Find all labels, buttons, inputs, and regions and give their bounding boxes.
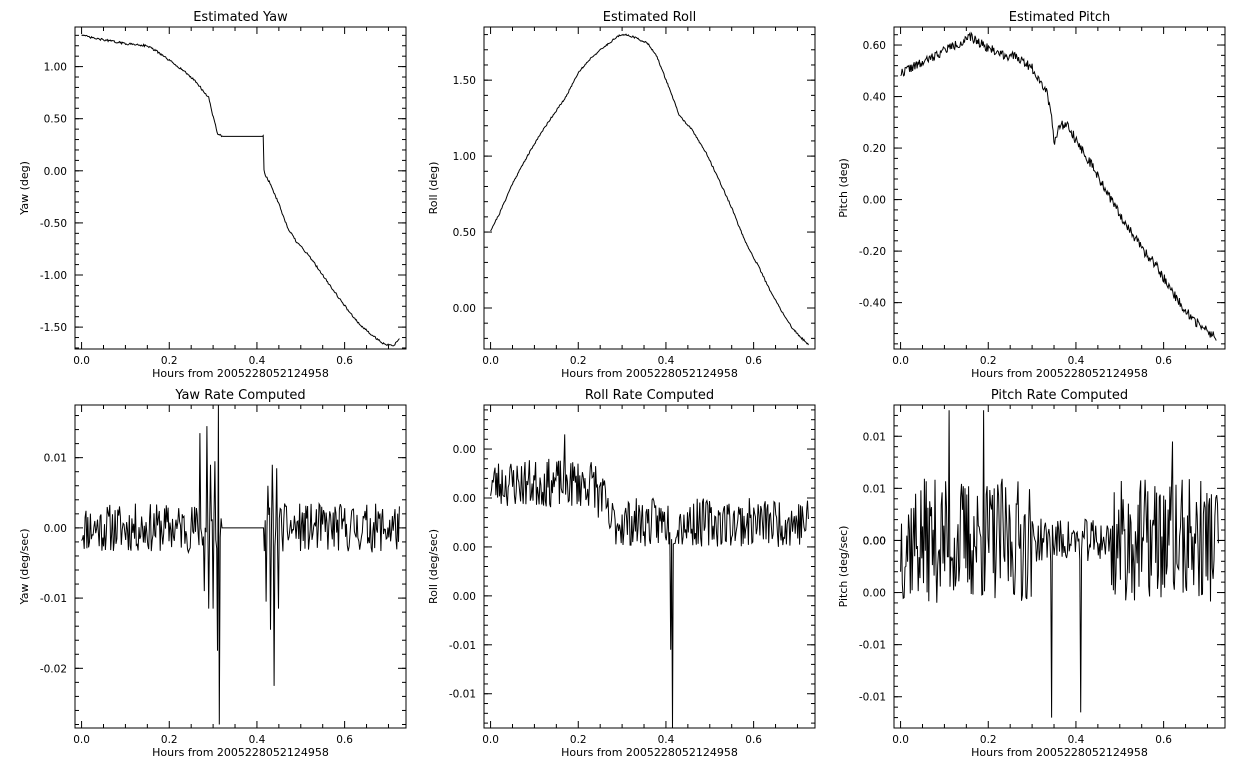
x-tick-label: 0.4 [658, 355, 675, 367]
y-tick-label: 0.40 [863, 92, 886, 104]
x-tick-label: 0.0 [73, 355, 90, 367]
y-tick-label: -0.01 [40, 593, 67, 605]
x-tick-label: 0.0 [482, 355, 499, 367]
plot-frame [483, 404, 816, 729]
x-tick-label: 0.4 [1068, 355, 1085, 367]
y-tick-label: 1.00 [44, 62, 67, 74]
x-axis-label: Hours from 2005228052124958 [561, 746, 738, 759]
y-axis-label: Yaw (deg/sec) [18, 528, 31, 605]
x-tick-label: 0.6 [336, 355, 353, 367]
x-tick-label: 0.6 [1155, 355, 1172, 367]
y-tick-label: -0.01 [449, 640, 476, 652]
y-tick-label: 0.50 [44, 114, 67, 126]
x-tick-label: 0.4 [249, 734, 266, 746]
y-tick-label: 0.20 [863, 143, 886, 155]
x-tick-label: 0.2 [161, 355, 178, 367]
plot-frame [74, 26, 407, 350]
y-tick-label: -0.02 [40, 663, 67, 675]
y-tick-label: 0.00 [44, 523, 67, 535]
plot-title: Estimated Yaw [193, 10, 288, 25]
x-tick-label: 0.0 [73, 734, 90, 746]
y-axis-label: Pitch (deg/sec) [837, 526, 850, 608]
subplot-5: 0.0 0.2 0.4 0.6 0.00 0.00 0.00 0.00 -0.01 -0.01 Ro… [427, 388, 816, 759]
y-axis-label: Roll (deg) [427, 162, 440, 215]
data-series-line [81, 404, 400, 725]
x-tick-label: 0.2 [161, 734, 178, 746]
plot-frame [74, 404, 407, 729]
y-axis-label: Pitch (deg) [837, 158, 850, 218]
y-axis-label: Roll (deg/sec) [427, 529, 440, 604]
y-tick-label: 0.00 [453, 444, 476, 456]
x-tick-label: 0.2 [980, 355, 997, 367]
y-tick-label: 1.50 [453, 75, 476, 87]
y-tick-label: 0.00 [863, 195, 886, 207]
y-tick-label: -1.00 [40, 270, 67, 282]
y-tick-label: -0.01 [859, 640, 886, 652]
data-series-line [81, 34, 400, 347]
plot-frame [893, 26, 1226, 350]
subplot-1: 0.0 0.2 0.4 0.6 1.00 0.50 0.00 -0.50 -1.00 -1.50 E… [18, 10, 407, 380]
plot-title: Pitch Rate Computed [991, 388, 1128, 403]
x-tick-label: 0.6 [745, 355, 762, 367]
y-tick-label: 0.00 [863, 588, 886, 600]
y-tick-label: 0.00 [863, 535, 886, 547]
y-tick-label: -0.01 [859, 692, 886, 704]
y-tick-label: 0.00 [453, 493, 476, 505]
y-tick-label: 0.00 [453, 303, 476, 315]
data-series-line [490, 33, 809, 346]
subplot-3: 0.0 0.2 0.4 0.6 0.60 0.40 0.20 0.00 -0.20 -0.40 Es… [837, 10, 1226, 380]
x-axis-label: Hours from 2005228052124958 [152, 746, 329, 759]
x-tick-label: 0.4 [658, 734, 675, 746]
x-tick-label: 0.2 [570, 355, 587, 367]
x-tick-label: 0.2 [570, 734, 587, 746]
plot-title: Estimated Roll [603, 10, 696, 25]
y-tick-label: 0.01 [44, 453, 67, 465]
y-tick-label: -0.01 [449, 689, 476, 701]
x-tick-label: 0.6 [1155, 734, 1172, 746]
x-tick-label: 0.4 [249, 355, 266, 367]
x-axis-label: Hours from 2005228052124958 [561, 367, 738, 380]
data-series-line [900, 410, 1219, 718]
plot-title: Yaw Rate Computed [174, 388, 305, 403]
y-tick-label: 0.00 [453, 542, 476, 554]
y-tick-label: 0.00 [863, 535, 886, 547]
y-tick-label: -0.40 [859, 298, 886, 310]
data-series-line [900, 31, 1217, 341]
x-tick-label: 0.0 [892, 355, 909, 367]
x-tick-label: 0.4 [1068, 734, 1085, 746]
x-axis-label: Hours from 2005228052124958 [971, 746, 1148, 759]
x-tick-label: 0.0 [482, 734, 499, 746]
y-tick-label: -0.50 [40, 218, 67, 230]
plot-frame [893, 404, 1226, 729]
y-axis-label: Yaw (deg) [18, 161, 31, 216]
y-tick-label: 0.50 [453, 227, 476, 239]
plot-title: Roll Rate Computed [585, 388, 714, 403]
y-tick-label: -1.50 [40, 322, 67, 334]
x-axis-label: Hours from 2005228052124958 [971, 367, 1148, 380]
y-tick-label: 0.01 [863, 431, 886, 443]
x-tick-label: 0.6 [336, 734, 353, 746]
subplot-4: 0.0 0.2 0.4 0.6 0.01 0.00 -0.01 -0.02 Yaw Rate C… [18, 388, 407, 759]
y-tick-label: 1.00 [453, 151, 476, 163]
x-tick-label: 0.2 [980, 734, 997, 746]
x-axis-label: Hours from 2005228052124958 [152, 367, 329, 380]
data-series-line [490, 434, 809, 729]
y-tick-label: 0.60 [863, 40, 886, 52]
plot-title: Estimated Pitch [1009, 10, 1110, 25]
y-tick-label: 0.01 [863, 483, 886, 495]
y-tick-label: 0.00 [44, 166, 67, 178]
x-tick-label: 0.6 [745, 734, 762, 746]
y-tick-label: 0.00 [453, 591, 476, 603]
plot-frame [483, 26, 816, 350]
y-tick-label: -0.20 [859, 246, 886, 258]
subplot-2: 0.0 0.2 0.4 0.6 1.50 1.00 0.50 0.00 Estimated Ro… [427, 10, 816, 380]
subplot-6: 0.0 0.2 0.4 0.60.010.010.000.000.00-0.01-0.… [837, 388, 1226, 759]
x-tick-label: 0.0 [892, 734, 909, 746]
